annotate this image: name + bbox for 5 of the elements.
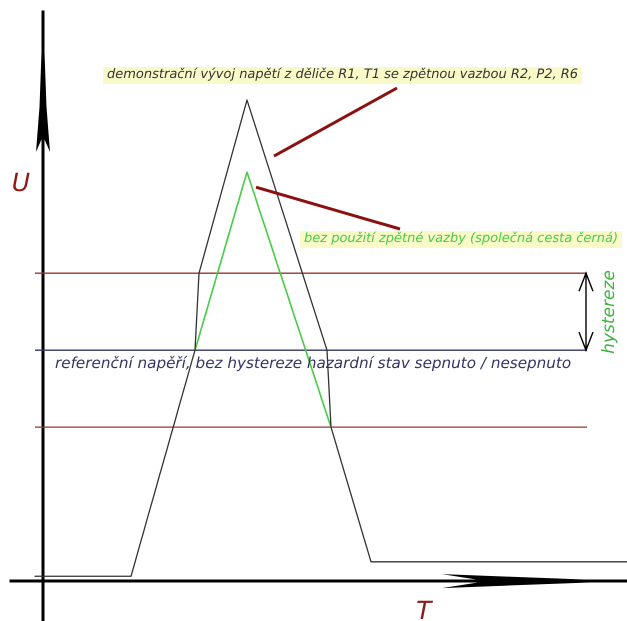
x-axis-title: T xyxy=(416,596,432,621)
text: bez použití zpětné vazby (společná cesta černá) xyxy=(300,231,622,248)
annotation: hystereze xyxy=(599,270,620,354)
text: demonstrační vývoj napětí z děliče R1, T1 se zpětnou vazbou R2, P2, R6 xyxy=(103,67,582,84)
y-axis-title: U xyxy=(12,168,30,197)
